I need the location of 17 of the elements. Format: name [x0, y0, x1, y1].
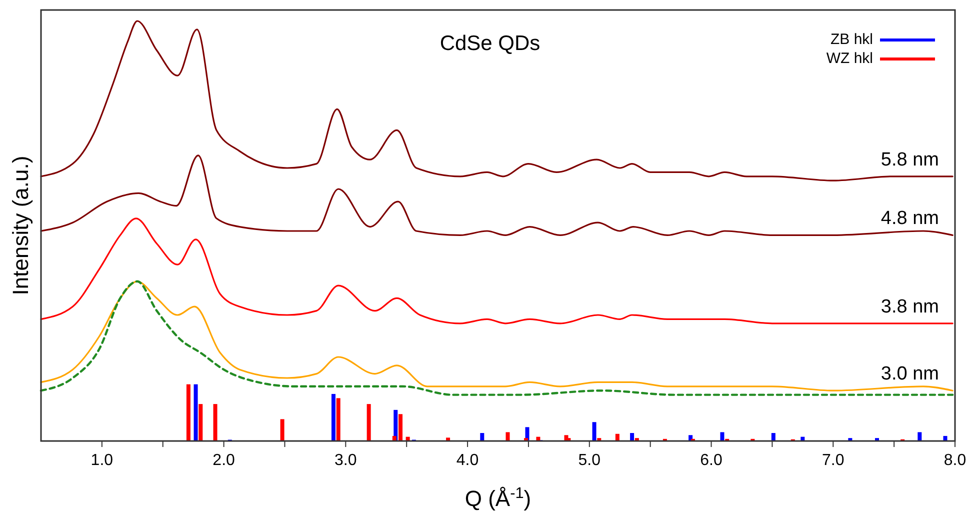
x-tick-label: 6.0 [700, 452, 722, 469]
x-tick-label: 7.0 [822, 452, 844, 469]
series-label: 3.8 nm [880, 296, 939, 318]
series-label: 4.8 nm [880, 208, 939, 230]
x-tick-label: 8.0 [944, 452, 966, 469]
x-tick-label: 4.0 [456, 452, 479, 469]
legend-label: WZ hkl [826, 50, 873, 67]
x-tick-label: 2.0 [212, 452, 236, 469]
series-label: 5.8 nm [880, 149, 939, 170]
legend-label: ZB hkl [830, 30, 873, 48]
series-label: 3.0 nm [880, 364, 939, 385]
x-tick-label: 1.0 [90, 452, 114, 469]
y-axis-title: Intensity (a.u.) [8, 156, 33, 296]
text: CdSe QDs [440, 32, 540, 55]
x-tick-label: 5.0 [578, 452, 601, 469]
x-tick-label: 3.0 [334, 452, 357, 469]
x-axis-title: Q (Å$^{-1}$) [464, 484, 532, 511]
